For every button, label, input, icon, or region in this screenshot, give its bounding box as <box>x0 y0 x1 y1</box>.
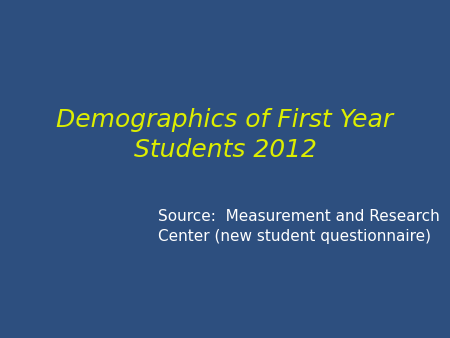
Text: Source:  Measurement and Research
Center (new student questionnaire): Source: Measurement and Research Center … <box>158 209 439 244</box>
Text: Demographics of First Year
Students 2012: Demographics of First Year Students 2012 <box>56 108 394 162</box>
